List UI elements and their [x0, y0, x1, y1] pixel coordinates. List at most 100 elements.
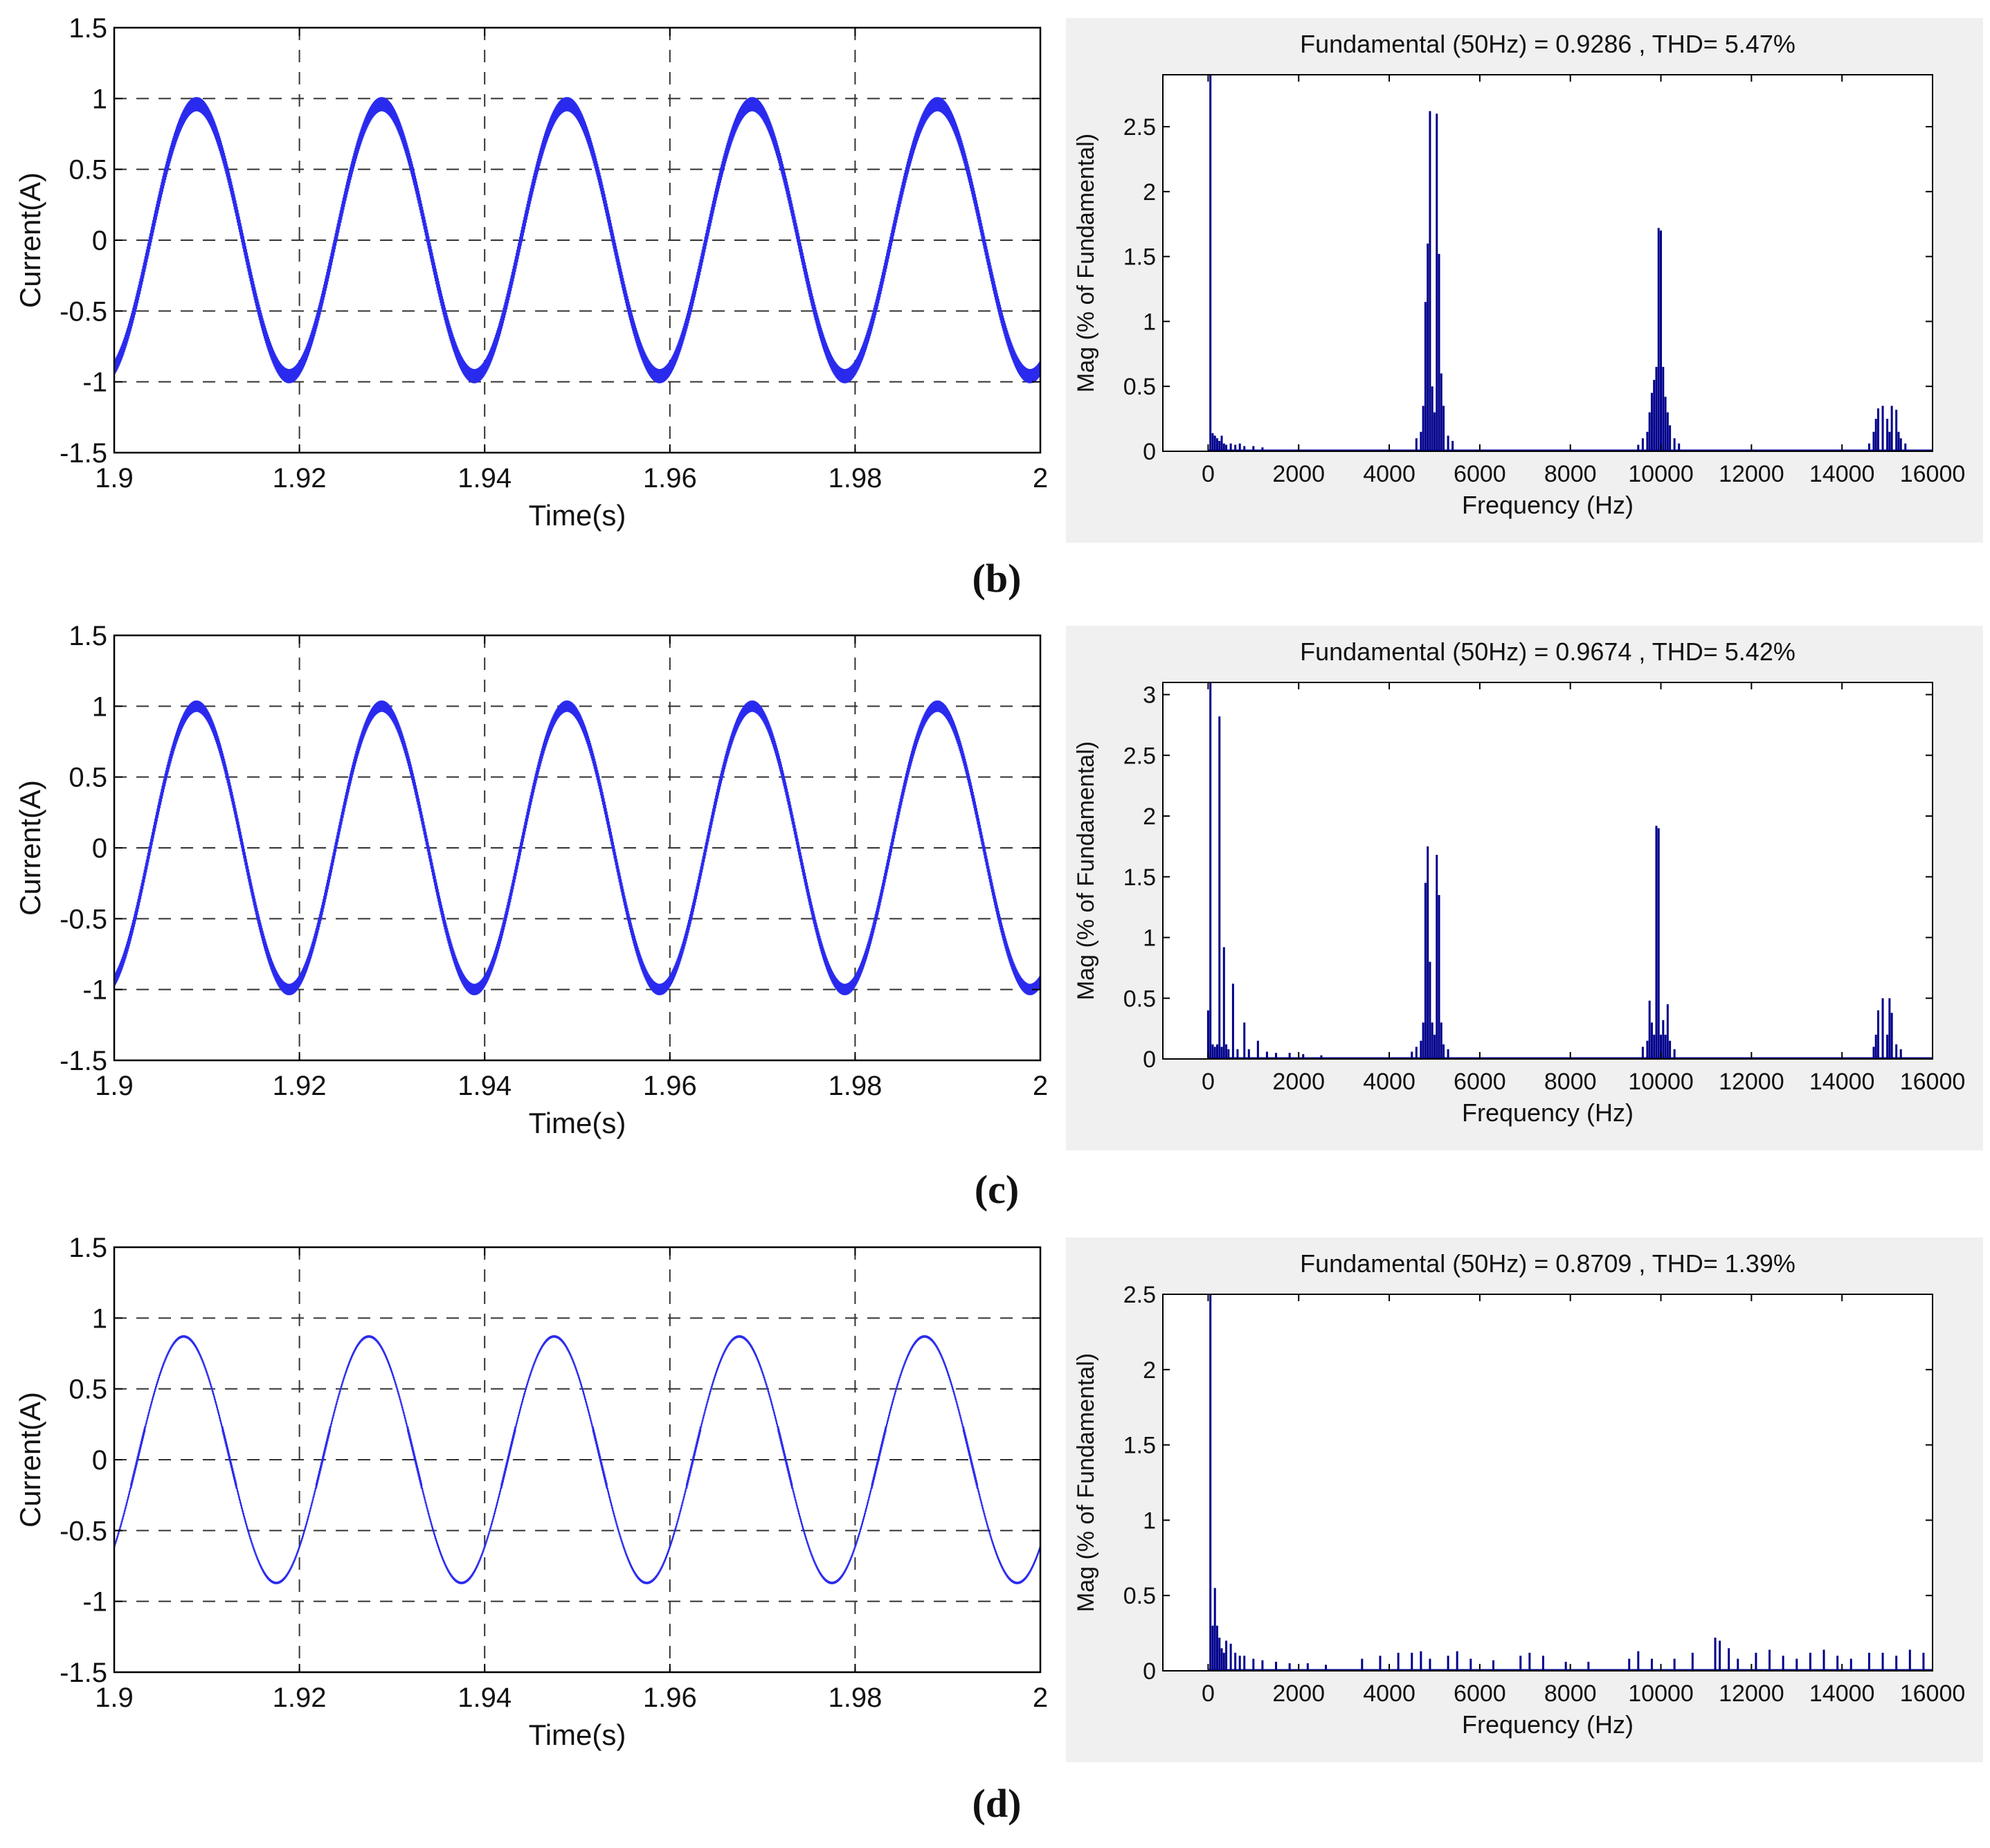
plot-area	[114, 28, 1040, 453]
y-axis-label: Mag (% of Fundamental)	[1073, 741, 1099, 1000]
waveform-chart-c: 1.9 1.92 1.94 1.96 1.98 2 -1.5 -1 -0.5 0 0.5 1 1.5 Ti…	[14, 621, 1048, 1139]
y-tick-label: 0.5	[1123, 986, 1156, 1012]
x-tick-label: 8000	[1544, 461, 1597, 487]
waveform-chart-b: 1.9 1.92 1.94 1.96 1.98 2 -1.5 -1 -0.5 0 0.5 1 1.5 Ti…	[14, 13, 1048, 532]
x-tick-label: 1.94	[458, 1071, 512, 1101]
x-tick-label: 1.92	[273, 1071, 327, 1101]
x-tick-label: 2000	[1272, 1681, 1325, 1707]
y-tick-label: 2.5	[1123, 114, 1156, 141]
y-tick-label: 2.5	[1123, 1282, 1156, 1308]
y-axis-label: Mag (% of Fundamental)	[1073, 134, 1099, 392]
y-tick-label: 1.5	[69, 1233, 107, 1263]
y-axis-label: Current(A)	[14, 1392, 46, 1528]
current-trace	[113, 97, 1042, 383]
x-tick-label: 0	[1202, 1681, 1215, 1707]
x-tick-label: 0	[1202, 1069, 1215, 1095]
y-tick-label: 1.5	[1123, 244, 1156, 271]
panel-label-d: (d)	[973, 1781, 1022, 1826]
y-tick-label: 0.5	[69, 1375, 107, 1405]
y-tick-label: 3	[1143, 682, 1156, 709]
plot-area	[114, 1247, 1040, 1672]
y-axis-label: Current(A)	[14, 780, 46, 916]
y-axis-label: Mag (% of Fundamental)	[1073, 1353, 1099, 1612]
x-tick-label: 14000	[1809, 1681, 1875, 1707]
y-tick-label: 1	[1143, 1507, 1156, 1534]
y-tick-label: 1.5	[69, 621, 107, 651]
x-tick-label: 14000	[1809, 461, 1875, 487]
x-tick-label: 16000	[1900, 1681, 1966, 1707]
plot-area	[1163, 682, 1933, 1059]
x-tick-label: 1.92	[273, 463, 327, 493]
x-tick-label: 10000	[1628, 1069, 1694, 1095]
x-axis-label: Frequency (Hz)	[1462, 1710, 1634, 1739]
x-tick-label: 2	[1033, 1683, 1048, 1713]
y-tick-label: 1	[1143, 925, 1156, 952]
plot-area	[1163, 75, 1933, 451]
y-tick-label: -1	[82, 975, 107, 1006]
x-tick-label: 8000	[1544, 1681, 1597, 1707]
x-tick-label: 1.9	[95, 463, 134, 493]
plot-frame	[1162, 1294, 1933, 1672]
y-tick-label: 1	[1143, 309, 1156, 335]
y-tick-label: 0.5	[69, 763, 107, 793]
x-axis-label: Frequency (Hz)	[1462, 1098, 1634, 1127]
x-tick-label: 0	[1202, 461, 1215, 487]
spectrum-chart-c: Fundamental (50Hz) = 0.9674 , THD= 5.42%…	[1066, 626, 1983, 1150]
y-tick-label: 1	[92, 1303, 107, 1334]
x-tick-label: 1.9	[95, 1683, 134, 1713]
y-tick-label: 0	[92, 833, 107, 864]
plot-frame	[1162, 682, 1933, 1060]
spectrum-title: Fundamental (50Hz) = 0.8709 , THD= 1.39%	[1300, 1249, 1795, 1278]
x-tick-label: 16000	[1900, 461, 1966, 487]
x-tick-label: 8000	[1544, 1069, 1597, 1095]
spectrum-title: Fundamental (50Hz) = 0.9286 , THD= 5.47%	[1300, 30, 1795, 58]
y-tick-label: 0.5	[69, 155, 107, 185]
x-tick-label: 1.96	[643, 463, 697, 493]
panel-label-b: (b)	[973, 556, 1022, 601]
y-tick-label: 2.5	[1123, 743, 1156, 769]
y-tick-label: 1.5	[69, 13, 107, 44]
x-tick-label: 10000	[1628, 1681, 1694, 1707]
spectrum-chart-b: Fundamental (50Hz) = 0.9286 , THD= 5.47%…	[1066, 18, 1983, 543]
spectrum-chart-d: Fundamental (50Hz) = 0.8709 , THD= 1.39%…	[1066, 1238, 1983, 1762]
x-tick-label: 1.9	[95, 1071, 134, 1101]
y-tick-label: -1	[82, 1587, 107, 1618]
x-tick-label: 2000	[1272, 461, 1325, 487]
x-tick-label: 12000	[1719, 1681, 1784, 1707]
x-axis-label: Time(s)	[529, 1107, 626, 1139]
y-tick-label: -0.5	[60, 904, 107, 934]
x-tick-label: 14000	[1809, 1069, 1875, 1095]
y-tick-label: 1.5	[1123, 864, 1156, 891]
plot-area	[1163, 1294, 1933, 1671]
y-tick-label: 0.5	[1123, 1583, 1156, 1609]
x-tick-label: 1.96	[643, 1071, 697, 1101]
y-tick-label: -0.5	[60, 296, 107, 327]
x-tick-label: 2	[1033, 463, 1048, 493]
x-tick-label: 16000	[1900, 1069, 1966, 1095]
x-tick-label: 4000	[1363, 461, 1415, 487]
x-tick-label: 1.94	[458, 1683, 512, 1713]
x-tick-label: 1.96	[643, 1683, 697, 1713]
x-tick-label: 1.94	[458, 463, 512, 493]
y-tick-label: 0	[1143, 1047, 1156, 1073]
y-tick-label: -0.5	[60, 1516, 107, 1546]
y-tick-label: 0	[92, 1445, 107, 1476]
panel-label-c: (c)	[975, 1167, 1019, 1212]
y-tick-label: 2	[1143, 1357, 1156, 1384]
x-tick-label: 12000	[1719, 461, 1784, 487]
y-tick-label: 2	[1143, 804, 1156, 830]
y-tick-label: -1.5	[60, 438, 107, 469]
current-trace	[113, 700, 1042, 995]
waveform-chart-d: 1.9 1.92 1.94 1.96 1.98 2 -1.5 -1 -0.5 0 0.5 1 1.5 Ti…	[14, 1233, 1048, 1751]
plot-frame	[1162, 74, 1933, 452]
x-tick-label: 12000	[1719, 1069, 1784, 1095]
spectrum-title: Fundamental (50Hz) = 0.9674 , THD= 5.42%	[1300, 637, 1795, 666]
plot-area	[114, 635, 1040, 1060]
x-axis-label: Time(s)	[529, 1719, 626, 1751]
x-axis-label: Frequency (Hz)	[1462, 491, 1634, 519]
x-tick-label: 1.92	[273, 1683, 327, 1713]
x-tick-label: 10000	[1628, 461, 1694, 487]
y-tick-label: 2	[1143, 179, 1156, 206]
y-tick-label: 0	[92, 226, 107, 256]
